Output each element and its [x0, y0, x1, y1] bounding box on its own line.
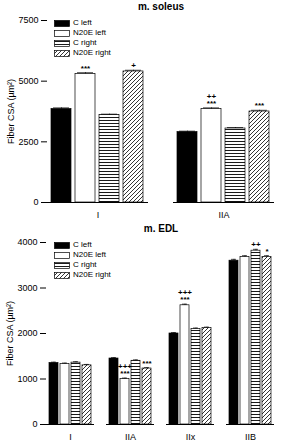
svg-text:***: ***: [81, 64, 91, 73]
svg-text:IIA: IIA: [125, 432, 136, 442]
html-text:m. soleus: m. soleus: [137, 1, 185, 12]
html-text:C left: C left: [73, 18, 92, 27]
svg-text:0: 0: [33, 197, 38, 207]
html-text:N20E left: N20E left: [73, 250, 106, 259]
html-text:m. EDL: m. EDL: [143, 223, 179, 234]
svg-text:7500: 7500: [18, 15, 38, 25]
html-text:N20E right: N20E right: [73, 48, 111, 57]
svg-text:Fiber CSA (µm²): Fiber CSA (µm²): [5, 301, 15, 366]
svg-text:+++: +++: [118, 362, 132, 371]
svg-text:4000: 4000: [17, 237, 37, 247]
svg-text:IIA: IIA: [218, 210, 229, 220]
svg-text:5000: 5000: [18, 76, 38, 86]
svg-text:+: +: [131, 61, 136, 70]
svg-text:3000: 3000: [17, 283, 37, 293]
svg-text:2500: 2500: [18, 137, 38, 147]
html-text:C right: C right: [73, 260, 97, 269]
svg-text:I: I: [69, 432, 72, 442]
svg-text:*: *: [265, 247, 269, 256]
svg-text:Fiber CSA (µm²): Fiber CSA (µm²): [6, 79, 16, 144]
svg-text:***: ***: [255, 101, 265, 110]
svg-text:++: ++: [207, 92, 217, 101]
svg-text:IIx: IIx: [186, 432, 196, 442]
svg-text:I: I: [97, 210, 100, 220]
html-text:N20E right: N20E right: [73, 270, 111, 279]
svg-text:+++: +++: [178, 288, 192, 297]
svg-text:1000: 1000: [17, 374, 37, 384]
svg-text:2000: 2000: [17, 328, 37, 338]
html-text:N20E left: N20E left: [73, 28, 106, 37]
svg-text:***: ***: [142, 359, 152, 368]
html-text:C right: C right: [73, 38, 97, 47]
svg-text:++: ++: [251, 240, 261, 249]
html-text:C left: C left: [73, 240, 92, 249]
svg-text:IIB: IIB: [245, 432, 256, 442]
svg-text:0: 0: [32, 419, 37, 429]
